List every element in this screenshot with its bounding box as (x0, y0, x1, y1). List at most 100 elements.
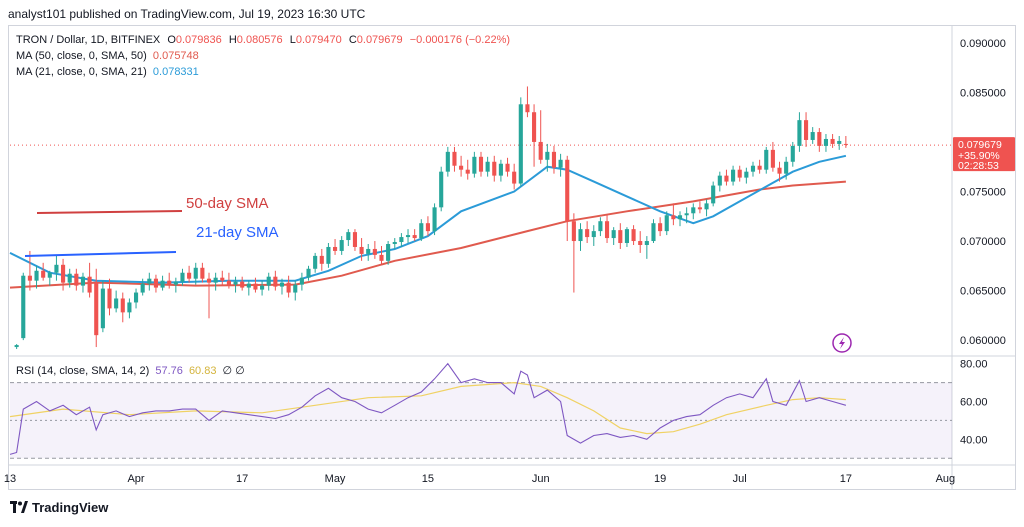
candle (737, 165, 742, 182)
candle-body (558, 159, 563, 168)
candle (478, 151, 484, 177)
legend-rsi-label: RSI (14, close, SMA, 14, 2) (16, 365, 150, 377)
candle-body (313, 255, 318, 269)
candle-body (691, 207, 696, 214)
chart-frame[interactable] (8, 25, 1016, 490)
candle-body (538, 141, 543, 160)
candle-body (27, 275, 32, 281)
candle-body (153, 278, 159, 288)
candle-body (147, 278, 152, 284)
candle (677, 211, 683, 227)
candle-body (485, 161, 490, 172)
candle-body (823, 138, 829, 146)
candle (744, 167, 749, 184)
candle-body (346, 232, 351, 241)
price-badge-bg (953, 137, 1015, 172)
legend-ma50-label: MA (50, close, 0, SMA, 50) (16, 50, 147, 62)
time-tick-label: Jun (532, 473, 550, 485)
price-tick-label: 0.075000 (960, 186, 1006, 198)
candle (153, 274, 159, 293)
candle-body (299, 277, 304, 285)
candle (784, 156, 789, 180)
candle (512, 163, 517, 190)
ma50-line (9, 180, 846, 289)
price-tick-label: 0.070000 (960, 236, 1006, 248)
candle-body (472, 156, 477, 174)
tradingview-logo-icon (10, 501, 28, 513)
candle-body (220, 277, 225, 281)
candle (140, 278, 145, 296)
event-marker-bolt (839, 337, 845, 349)
candle-body (658, 223, 663, 232)
candle (41, 262, 46, 281)
candle (465, 159, 470, 180)
candle (167, 272, 172, 289)
candle-body (638, 241, 643, 245)
candle (286, 275, 291, 298)
candle-body (677, 215, 683, 220)
candle (538, 110, 543, 164)
time-tick-label: Apr (127, 473, 144, 485)
candle (339, 236, 344, 255)
legend-c-value: 0.079679 (356, 34, 403, 46)
candle-body (61, 264, 66, 283)
candle (21, 272, 26, 341)
candle-body (260, 285, 265, 290)
candle-body (100, 288, 105, 329)
candle (591, 225, 596, 246)
candle-body (133, 292, 139, 303)
candle (459, 155, 464, 177)
candle (120, 292, 125, 323)
candle (624, 227, 630, 247)
sma50-annotation-label: 50-day SMA (186, 195, 269, 212)
candle-body (74, 273, 79, 286)
candle (206, 272, 212, 319)
candle-body (319, 255, 324, 264)
footer-brand[interactable]: TradingView (10, 500, 108, 515)
candle-body (114, 298, 119, 309)
candle (67, 268, 72, 288)
candle-body (286, 282, 291, 293)
candle (651, 219, 656, 244)
candle-body (478, 156, 484, 172)
candle (731, 165, 736, 186)
candle-body (47, 272, 52, 278)
candle (803, 112, 809, 147)
candle-body (803, 120, 809, 140)
rsi-line (9, 362, 847, 455)
candle-body (737, 169, 742, 178)
candle-body (54, 264, 59, 273)
candle-layer (14, 86, 848, 350)
candle (830, 134, 835, 148)
candle (193, 262, 198, 285)
candle (299, 272, 304, 291)
price-tick-label: 0.065000 (960, 286, 1006, 298)
candle-body (551, 151, 557, 168)
candle (545, 143, 550, 172)
candle-body (465, 169, 470, 174)
candle (399, 233, 404, 247)
legend-ma21-label: MA (21, close, 0, SMA, 21) (16, 66, 147, 78)
candle-body (452, 151, 457, 166)
candle (684, 207, 689, 224)
candle (379, 245, 384, 265)
candle-body (279, 282, 285, 287)
candle (61, 258, 66, 291)
legend-o-value: 0.079836 (175, 34, 222, 46)
candle (777, 161, 782, 182)
candle-body (439, 171, 444, 208)
candle (213, 272, 218, 291)
candle (419, 219, 424, 242)
candle (439, 166, 444, 212)
candle-body (545, 151, 550, 160)
candle-body (784, 161, 789, 174)
candle (253, 277, 258, 293)
sma21-annotation-label: 21-day SMA (196, 224, 279, 241)
candle (246, 280, 251, 296)
candle (173, 277, 178, 293)
candle (74, 268, 79, 291)
candle (127, 298, 132, 319)
candle (14, 344, 19, 350)
candle (306, 265, 311, 281)
